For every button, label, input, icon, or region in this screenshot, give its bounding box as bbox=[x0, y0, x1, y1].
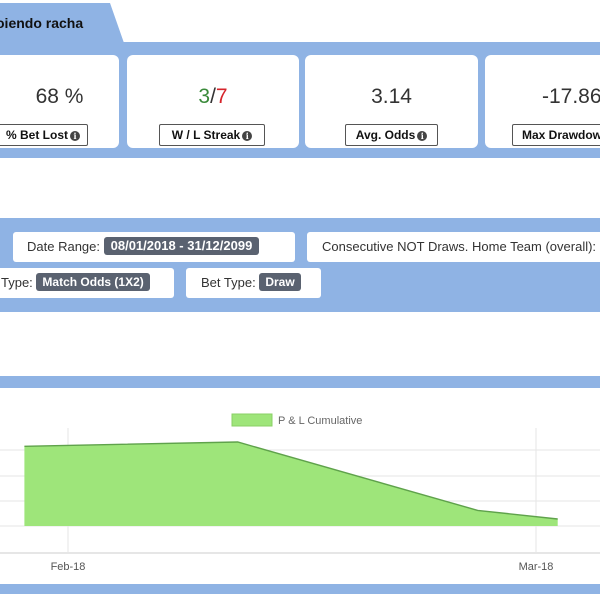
wl-streak-label-text: W / L Streak bbox=[171, 128, 241, 142]
info-icon[interactable]: i bbox=[242, 131, 253, 141]
market-type-filter[interactable]: : Type: Match Odds (1X2) bbox=[0, 268, 174, 298]
streak-separator: / bbox=[210, 85, 216, 108]
wl-streak-value: 3/7 bbox=[127, 85, 299, 109]
x-tick-label: Mar-18 bbox=[519, 561, 554, 573]
max-drawdown-label-text: Max Drawdow bbox=[522, 128, 600, 142]
date-range-label: Date Range: bbox=[27, 239, 100, 254]
market-type-label: : Type: bbox=[0, 275, 33, 290]
stat-card-avg-odds: 3.14 Avg. Odds i bbox=[305, 55, 478, 148]
chart-panel: P & L Cumulative Feb-18 Mar-18 bbox=[0, 376, 600, 594]
pnl-series-line bbox=[24, 441, 558, 520]
bet-type-label: Bet Type: bbox=[201, 275, 256, 290]
bet-lost-label[interactable]: % Bet Lost i bbox=[0, 124, 88, 146]
stat-card-bet-lost: 68 % % Bet Lost i bbox=[0, 55, 119, 148]
strategy-tab[interactable]: oiendo racha bbox=[0, 3, 124, 43]
stat-card-wl-streak: 3/7 W / L Streak i bbox=[127, 55, 299, 148]
bet-type-filter[interactable]: Bet Type: Draw bbox=[186, 268, 321, 298]
win-streak-value: 3 bbox=[198, 85, 211, 108]
date-range-filter[interactable]: Date Range: 08/01/2018 - 31/12/2099 bbox=[13, 232, 295, 262]
filter-panel: Date Range: 08/01/2018 - 31/12/2099 Cons… bbox=[0, 218, 600, 312]
bet-lost-label-text: % Bet Lost bbox=[5, 128, 68, 142]
pnl-chart: P & L Cumulative Feb-18 Mar-18 bbox=[0, 388, 600, 584]
info-icon[interactable]: i bbox=[417, 131, 428, 141]
bet-lost-value: 68 % bbox=[35, 85, 84, 108]
avg-odds-value: 3.14 bbox=[371, 85, 412, 108]
stats-panel: 68 % % Bet Lost i 3/7 W / L Streak i 3.14 … bbox=[0, 42, 600, 158]
legend-swatch[interactable] bbox=[231, 413, 273, 427]
pnl-area bbox=[24, 442, 558, 526]
max-drawdown-value: -17.86 bbox=[542, 85, 600, 108]
strategy-label: Consecutive NOT Draws. Home Team (overal… bbox=[322, 239, 597, 254]
x-tick-label: Feb-18 bbox=[51, 561, 86, 573]
wl-streak-label[interactable]: W / L Streak i bbox=[159, 124, 265, 146]
strategy-filter[interactable]: Consecutive NOT Draws. Home Team (overal… bbox=[307, 232, 600, 262]
legend-label[interactable]: P & L Cumulative bbox=[278, 415, 362, 427]
max-drawdown-label[interactable]: Max Drawdow bbox=[512, 124, 600, 146]
avg-odds-label[interactable]: Avg. Odds i bbox=[345, 124, 438, 146]
stat-card-max-drawdown: -17.86 Max Drawdow bbox=[485, 55, 600, 148]
avg-odds-label-text: Avg. Odds bbox=[355, 128, 416, 142]
strategy-tab-label: oiendo racha bbox=[0, 15, 84, 31]
pnl-chart-svg: P & L Cumulative Feb-18 Mar-18 bbox=[0, 413, 600, 573]
info-icon[interactable]: i bbox=[70, 131, 80, 141]
date-range-value: 08/01/2018 - 31/12/2099 bbox=[103, 237, 260, 255]
market-type-value: Match Odds (1X2) bbox=[36, 273, 150, 291]
loss-streak-value: 7 bbox=[215, 85, 228, 108]
bet-type-value: Draw bbox=[259, 273, 301, 291]
